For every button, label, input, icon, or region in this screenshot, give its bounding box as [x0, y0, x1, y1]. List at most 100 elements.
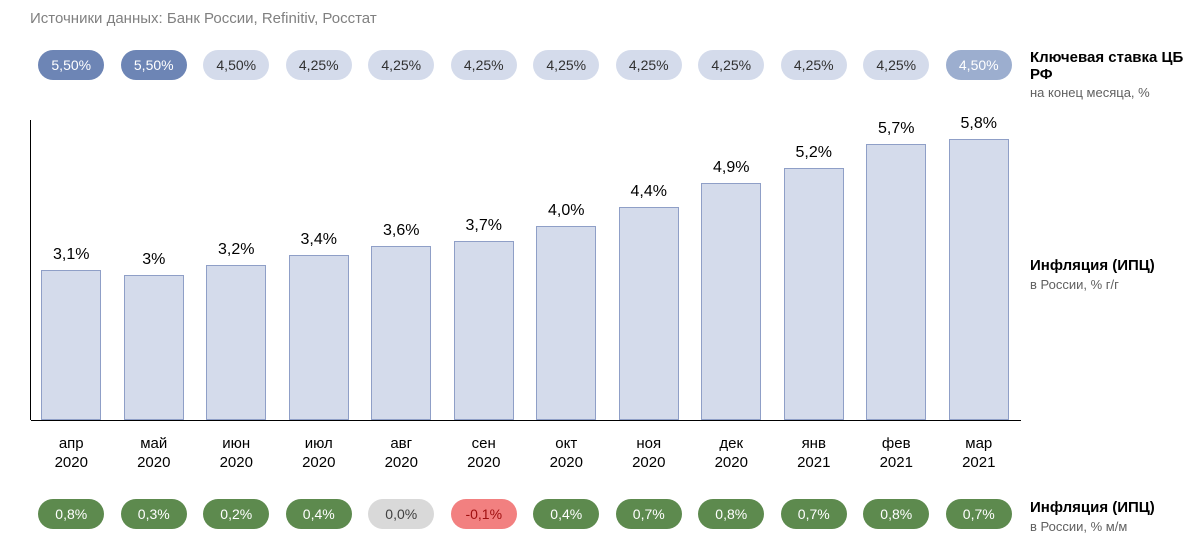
- bar-zone: 3,6%: [360, 120, 443, 420]
- mom-pill: 0,3%: [121, 499, 187, 529]
- inflation-bar: [866, 144, 926, 420]
- x-month: фев: [880, 435, 913, 454]
- x-year: 2020: [632, 454, 665, 473]
- bar-label: 5,2%: [796, 144, 832, 162]
- x-year: 2020: [55, 454, 88, 473]
- bar-zone: 4,9%: [690, 120, 773, 420]
- mom-pill: 0,4%: [286, 499, 352, 529]
- month-column: 4,25%3,4%июл20200,4%: [278, 40, 361, 535]
- mom-pill: 0,7%: [946, 499, 1012, 529]
- x-month: июл: [302, 435, 335, 454]
- x-month: мар: [962, 435, 995, 454]
- legend-yoy-sub: в России, % г/г: [1030, 277, 1195, 293]
- inflation-bar: [701, 183, 761, 420]
- legend-mom: Инфляция (ИПЦ) в России, % м/м: [1030, 500, 1195, 534]
- x-month: янв: [797, 435, 830, 454]
- inflation-bar: [784, 168, 844, 420]
- inflation-bar: [124, 275, 184, 420]
- month-column: 4,25%3,7%сен2020-0,1%: [443, 40, 526, 535]
- rate-pill: 4,25%: [698, 50, 764, 80]
- x-year: 2021: [880, 454, 913, 473]
- bar-zone: 3,2%: [195, 120, 278, 420]
- bar-label: 4,0%: [548, 202, 584, 220]
- x-label: июл2020: [302, 435, 335, 473]
- x-month: авг: [385, 435, 418, 454]
- mom-pill: 0,2%: [203, 499, 269, 529]
- x-month: дек: [715, 435, 748, 454]
- x-label: фев2021: [880, 435, 913, 473]
- x-label: окт2020: [550, 435, 583, 473]
- bar-zone: 3,4%: [278, 120, 361, 420]
- legend-yoy: Инфляция (ИПЦ) в России, % г/г: [1030, 258, 1195, 292]
- bar-label: 4,4%: [631, 183, 667, 201]
- rate-pill: 4,25%: [781, 50, 847, 80]
- inflation-bar: [371, 246, 431, 420]
- mom-pill: 0,7%: [781, 499, 847, 529]
- x-month: июн: [220, 435, 253, 454]
- inflation-bar: [454, 241, 514, 420]
- inflation-bar: [536, 226, 596, 420]
- x-month: май: [137, 435, 170, 454]
- inflation-bar: [289, 255, 349, 420]
- bar-label: 5,7%: [878, 120, 914, 138]
- bar-label: 3,7%: [466, 217, 502, 235]
- legend-rate-sub: на конец месяца, %: [1030, 85, 1195, 101]
- rate-pill: 4,25%: [451, 50, 517, 80]
- x-label: авг2020: [385, 435, 418, 473]
- x-year: 2020: [385, 454, 418, 473]
- bar-zone: 4,0%: [525, 120, 608, 420]
- rate-pill: 4,25%: [863, 50, 929, 80]
- x-label: дек2020: [715, 435, 748, 473]
- bar-zone: 5,2%: [773, 120, 856, 420]
- source-text: Источники данных: Банк России, Refinitiv…: [30, 10, 377, 27]
- legend-rate-title: Ключевая ставка ЦБ РФ: [1030, 50, 1195, 83]
- mom-pill: 0,8%: [38, 499, 104, 529]
- bar-label: 3,1%: [53, 246, 89, 264]
- x-month: сен: [467, 435, 500, 454]
- month-column: 4,25% 4,0% окт2020 0,4%: [525, 40, 608, 535]
- bar-zone: 5,7%: [855, 120, 938, 420]
- x-label: июн2020: [220, 435, 253, 473]
- month-column: 4,25% 5,2% янв2021 0,7%: [773, 40, 856, 535]
- bar-zone: 4,4%: [608, 120, 691, 420]
- chart-area: 5,50%3,1%апр20200,8%5,50%3%май20200,3%4,…: [30, 40, 1020, 535]
- bar-label: 3,6%: [383, 222, 419, 240]
- x-year: 2020: [220, 454, 253, 473]
- x-year: 2021: [797, 454, 830, 473]
- bar-label: 3%: [142, 251, 165, 269]
- mom-pill: 0,4%: [533, 499, 599, 529]
- legend-mom-title: Инфляция (ИПЦ): [1030, 500, 1195, 517]
- bar-zone: 3,7%: [443, 120, 526, 420]
- bar-label: 5,8%: [961, 115, 997, 133]
- x-month: ноя: [632, 435, 665, 454]
- x-year: 2020: [550, 454, 583, 473]
- mom-pill: 0,8%: [698, 499, 764, 529]
- mom-pill: -0,1%: [451, 499, 517, 529]
- month-column: 4,50%5,8%мар20210,7%: [938, 40, 1021, 535]
- x-month: окт: [550, 435, 583, 454]
- rate-pill: 4,50%: [203, 50, 269, 80]
- month-column: 4,50% 3,2% июн2020 0,2%: [195, 40, 278, 535]
- x-year: 2020: [137, 454, 170, 473]
- bar-zone: 3%: [113, 120, 196, 420]
- month-column: 5,50%3,1%апр20200,8%: [30, 40, 113, 535]
- inflation-bar: [41, 270, 101, 420]
- mom-pill: 0,8%: [863, 499, 929, 529]
- legend-rate: Ключевая ставка ЦБ РФ на конец месяца, %: [1030, 50, 1195, 101]
- rate-pill: 4,25%: [533, 50, 599, 80]
- x-label: ноя2020: [632, 435, 665, 473]
- rate-pill: 4,25%: [616, 50, 682, 80]
- x-year: 2020: [302, 454, 335, 473]
- month-column: 4,25% 5,7% фев2021 0,8%: [855, 40, 938, 535]
- x-label: янв2021: [797, 435, 830, 473]
- rate-pill: 5,50%: [38, 50, 104, 80]
- legend-mom-sub: в России, % м/м: [1030, 519, 1195, 535]
- rate-pill: 5,50%: [121, 50, 187, 80]
- month-column: 4,25% 4,9% дек2020 0,8%: [690, 40, 773, 535]
- mom-pill: 0,7%: [616, 499, 682, 529]
- x-year: 2021: [962, 454, 995, 473]
- bar-zone: 3,1%: [30, 120, 113, 420]
- bar-label: 4,9%: [713, 159, 749, 177]
- x-label: мар2021: [962, 435, 995, 473]
- legend-yoy-title: Инфляция (ИПЦ): [1030, 258, 1195, 275]
